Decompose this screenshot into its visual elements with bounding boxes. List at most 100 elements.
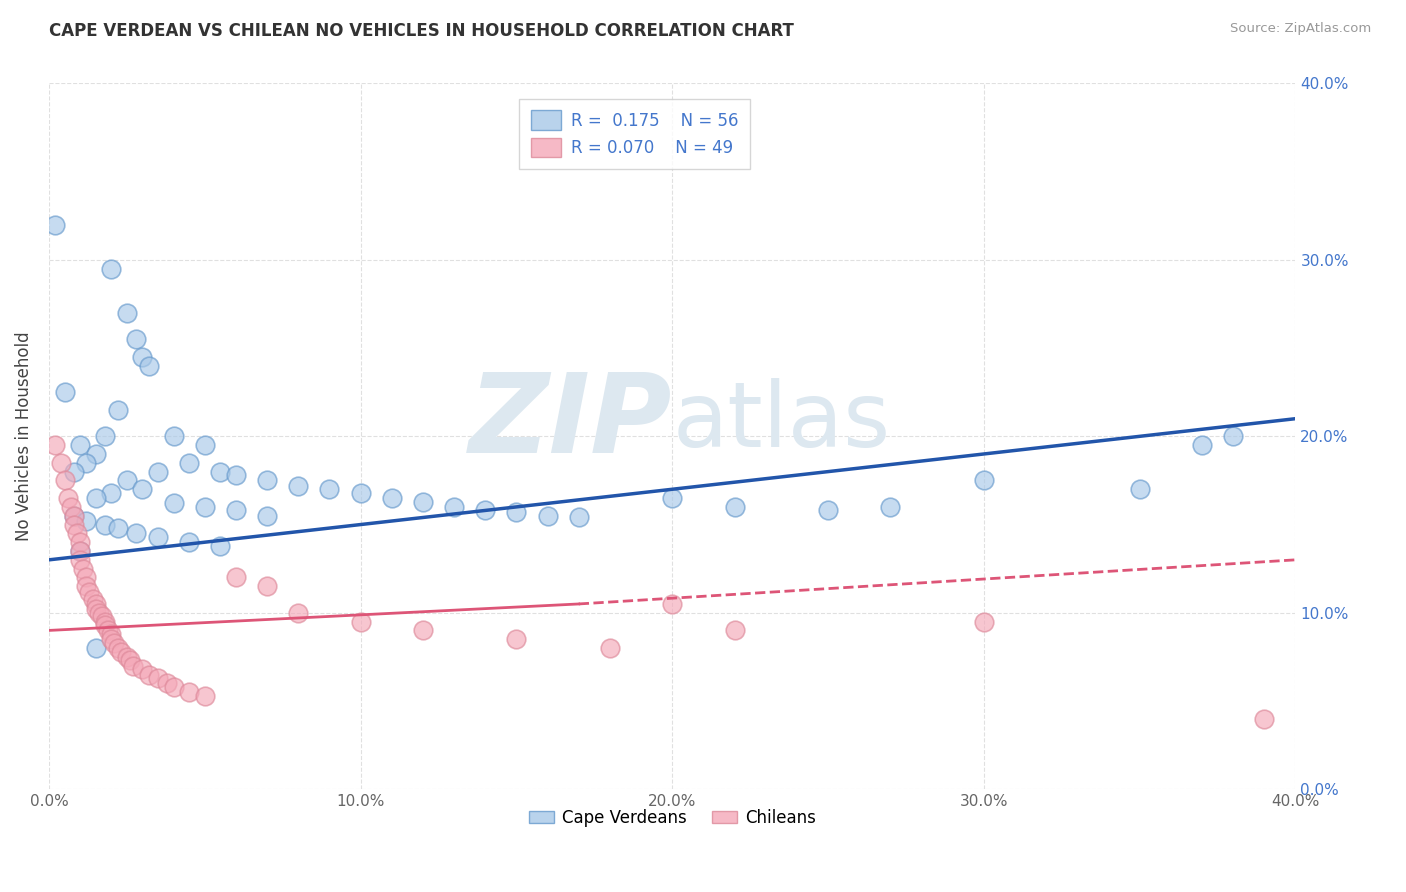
Point xyxy=(100,632,122,647)
Point xyxy=(110,644,132,658)
Point xyxy=(63,508,86,523)
Point xyxy=(75,456,97,470)
Point xyxy=(146,530,169,544)
Point xyxy=(194,500,217,514)
Point xyxy=(1129,483,1152,497)
Point xyxy=(162,496,184,510)
Point xyxy=(443,500,465,514)
Point xyxy=(69,535,91,549)
Point xyxy=(107,641,129,656)
Point xyxy=(138,667,160,681)
Text: Source: ZipAtlas.com: Source: ZipAtlas.com xyxy=(1230,22,1371,36)
Point xyxy=(256,579,278,593)
Point xyxy=(97,624,120,638)
Point xyxy=(56,491,79,505)
Point xyxy=(75,570,97,584)
Point xyxy=(162,680,184,694)
Point xyxy=(75,514,97,528)
Point xyxy=(100,485,122,500)
Point xyxy=(225,503,247,517)
Text: ZIP: ZIP xyxy=(468,368,672,475)
Point xyxy=(381,491,404,505)
Point xyxy=(107,521,129,535)
Point xyxy=(1222,429,1244,443)
Point xyxy=(179,456,201,470)
Y-axis label: No Vehicles in Household: No Vehicles in Household xyxy=(15,332,32,541)
Point xyxy=(84,491,107,505)
Point xyxy=(209,465,232,479)
Point xyxy=(661,491,683,505)
Point xyxy=(412,494,434,508)
Point xyxy=(115,474,138,488)
Point xyxy=(879,500,901,514)
Point xyxy=(256,508,278,523)
Point xyxy=(179,685,201,699)
Point xyxy=(66,526,89,541)
Point xyxy=(84,597,107,611)
Point xyxy=(63,517,86,532)
Point xyxy=(44,218,66,232)
Point xyxy=(225,468,247,483)
Point xyxy=(138,359,160,373)
Point xyxy=(72,562,94,576)
Point xyxy=(91,609,114,624)
Point xyxy=(146,671,169,685)
Point xyxy=(69,553,91,567)
Point xyxy=(209,539,232,553)
Point xyxy=(84,447,107,461)
Point xyxy=(44,438,66,452)
Point xyxy=(661,597,683,611)
Point xyxy=(69,438,91,452)
Point xyxy=(349,615,371,629)
Point xyxy=(973,615,995,629)
Point xyxy=(349,485,371,500)
Point xyxy=(474,503,496,517)
Point xyxy=(505,505,527,519)
Point xyxy=(131,483,153,497)
Point xyxy=(287,606,309,620)
Point xyxy=(69,544,91,558)
Point xyxy=(94,517,117,532)
Point xyxy=(723,500,745,514)
Point xyxy=(412,624,434,638)
Point xyxy=(505,632,527,647)
Point xyxy=(194,689,217,703)
Text: atlas: atlas xyxy=(672,378,890,467)
Point xyxy=(118,653,141,667)
Point xyxy=(1191,438,1213,452)
Point xyxy=(84,641,107,656)
Point xyxy=(131,350,153,364)
Point xyxy=(225,570,247,584)
Point xyxy=(79,584,101,599)
Point xyxy=(194,438,217,452)
Point xyxy=(536,508,558,523)
Point xyxy=(723,624,745,638)
Point xyxy=(568,510,591,524)
Point xyxy=(59,500,82,514)
Text: CAPE VERDEAN VS CHILEAN NO VEHICLES IN HOUSEHOLD CORRELATION CHART: CAPE VERDEAN VS CHILEAN NO VEHICLES IN H… xyxy=(49,22,794,40)
Point xyxy=(94,429,117,443)
Point xyxy=(94,615,117,629)
Point xyxy=(51,456,73,470)
Point xyxy=(287,479,309,493)
Point xyxy=(115,306,138,320)
Point xyxy=(125,526,148,541)
Point xyxy=(53,474,76,488)
Point xyxy=(53,385,76,400)
Point xyxy=(131,662,153,676)
Point xyxy=(115,649,138,664)
Point xyxy=(100,261,122,276)
Point xyxy=(107,402,129,417)
Point xyxy=(100,627,122,641)
Point xyxy=(1253,712,1275,726)
Point xyxy=(179,535,201,549)
Point xyxy=(63,508,86,523)
Point xyxy=(146,465,169,479)
Point xyxy=(75,579,97,593)
Legend: Cape Verdeans, Chileans: Cape Verdeans, Chileans xyxy=(522,803,823,834)
Point xyxy=(162,429,184,443)
Point xyxy=(82,591,104,606)
Point xyxy=(103,636,125,650)
Point xyxy=(318,483,340,497)
Point xyxy=(69,544,91,558)
